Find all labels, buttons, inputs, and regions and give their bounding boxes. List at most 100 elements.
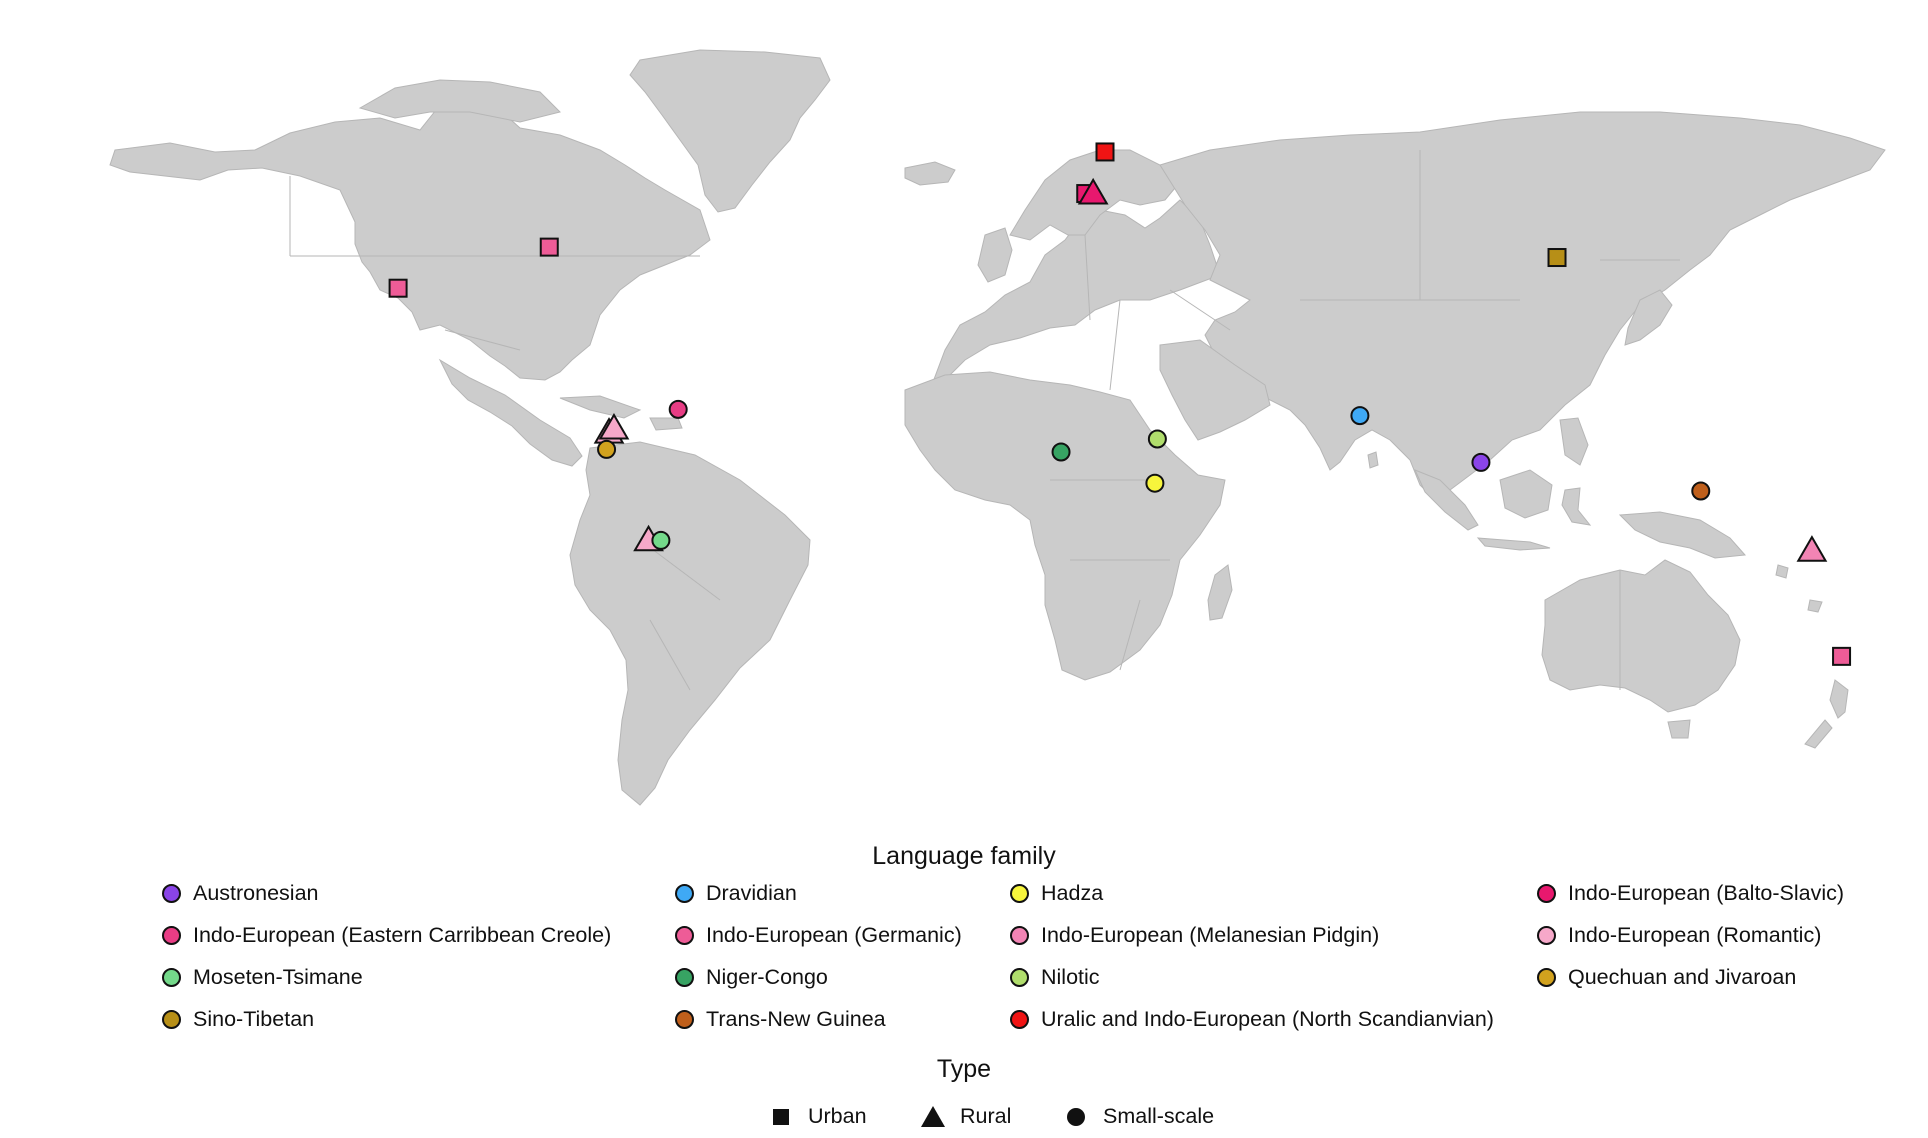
legend-item-balto: Indo-European (Balto-Slavic) bbox=[1537, 881, 1844, 906]
south-america bbox=[569, 441, 811, 806]
tasmania bbox=[1667, 719, 1691, 739]
legend-item-melanesian: Indo-European (Melanesian Pidgin) bbox=[1010, 923, 1379, 948]
new-zealand bbox=[1804, 679, 1849, 749]
map-point-circle bbox=[651, 530, 671, 550]
legend-swatch bbox=[162, 884, 181, 903]
arabia bbox=[1159, 339, 1271, 441]
triangle-symbol-icon bbox=[921, 1105, 945, 1127]
cuba bbox=[559, 395, 642, 419]
map-point-square bbox=[1547, 248, 1567, 268]
legend-label: Uralic and Indo-European (North Scandian… bbox=[1041, 1007, 1494, 1031]
type-legend-label: Small-scale bbox=[1103, 1104, 1215, 1128]
new-guinea bbox=[1618, 511, 1747, 559]
map-point-square bbox=[539, 237, 559, 257]
greenland bbox=[629, 49, 831, 213]
legend-label: Indo-European (Eastern Carribbean Creole… bbox=[193, 923, 612, 947]
map-point-triangle bbox=[598, 412, 630, 440]
type-legend-item-circle: Small-scale bbox=[1063, 1104, 1214, 1129]
legend-item-dravidian: Dravidian bbox=[675, 881, 797, 906]
australia bbox=[1541, 559, 1741, 713]
hispaniola bbox=[649, 417, 683, 431]
map-point-circle bbox=[1350, 406, 1370, 426]
language-family-legend-title: Language family bbox=[872, 842, 1056, 870]
land-masses bbox=[109, 49, 1886, 806]
type-legend-title: Type bbox=[936, 1055, 992, 1083]
legend-label: Trans-New Guinea bbox=[706, 1007, 886, 1031]
map-point-triangle bbox=[1796, 535, 1828, 562]
map-point-square bbox=[1095, 142, 1115, 162]
legend-item-transnewguinea: Trans-New Guinea bbox=[675, 1007, 886, 1032]
pacific-islands bbox=[1775, 564, 1823, 613]
legend-item-germanic: Indo-European (Germanic) bbox=[675, 923, 962, 948]
map-point-circle bbox=[1147, 429, 1167, 449]
legend-item-nigercongo: Niger-Congo bbox=[675, 965, 828, 990]
legend-label: Quechuan and Jivaroan bbox=[1568, 965, 1797, 989]
legend-label: Indo-European (Romantic) bbox=[1568, 923, 1822, 947]
legend-swatch bbox=[162, 1010, 181, 1029]
legend-label: Indo-European (Balto-Slavic) bbox=[1568, 881, 1845, 905]
legend-swatch bbox=[675, 884, 694, 903]
philippines bbox=[1559, 417, 1589, 466]
legend-swatch bbox=[1537, 926, 1556, 945]
map-point-square bbox=[1832, 646, 1852, 666]
legend-swatch bbox=[675, 1010, 694, 1029]
legend-swatch bbox=[1010, 968, 1029, 987]
legend-item-creole: Indo-European (Eastern Carribbean Creole… bbox=[162, 923, 611, 948]
british-isles bbox=[977, 227, 1013, 283]
arctic-islands bbox=[358, 79, 561, 123]
borneo bbox=[1499, 469, 1553, 519]
legend-label: Dravidian bbox=[706, 881, 797, 905]
map-point-circle bbox=[1471, 452, 1491, 472]
japan bbox=[1624, 289, 1673, 346]
map-point-square bbox=[388, 278, 408, 298]
type-legend-item-square: Urban bbox=[768, 1104, 867, 1129]
legend-item-uralic: Uralic and Indo-European (North Scandian… bbox=[1010, 1007, 1494, 1032]
africa bbox=[904, 371, 1226, 681]
map-point-circle bbox=[1691, 481, 1711, 501]
legend-item-moseten: Moseten-Tsimane bbox=[162, 965, 363, 990]
legend-swatch bbox=[1537, 968, 1556, 987]
square-symbol-icon bbox=[773, 1108, 789, 1125]
legend-swatch bbox=[675, 926, 694, 945]
legend-item-hadza: Hadza bbox=[1010, 881, 1103, 906]
legend-label: Nilotic bbox=[1041, 965, 1100, 989]
sulawesi bbox=[1561, 487, 1592, 526]
map-point-circle bbox=[668, 399, 688, 419]
sri-lanka bbox=[1367, 451, 1379, 469]
iceland bbox=[904, 161, 956, 186]
legend-item-romantic: Indo-European (Romantic) bbox=[1537, 923, 1821, 948]
legend-label: Niger-Congo bbox=[706, 965, 828, 989]
type-legend-label: Rural bbox=[960, 1104, 1012, 1128]
legend-label: Indo-European (Melanesian Pidgin) bbox=[1041, 923, 1380, 947]
type-legend-item-triangle: Rural bbox=[920, 1104, 1011, 1129]
legend-item-sinotibetan: Sino-Tibetan bbox=[162, 1007, 314, 1032]
legend-label: Austronesian bbox=[193, 881, 319, 905]
legend-label: Indo-European (Germanic) bbox=[706, 923, 962, 947]
legend-swatch bbox=[1010, 1010, 1029, 1029]
world-map bbox=[109, 49, 1886, 806]
legend-item-nilotic: Nilotic bbox=[1010, 965, 1100, 990]
central-america bbox=[438, 358, 583, 467]
map-point-circle bbox=[1145, 473, 1165, 493]
legend-item-austronesian: Austronesian bbox=[162, 881, 319, 906]
legend-swatch bbox=[675, 968, 694, 987]
asia bbox=[1159, 111, 1886, 501]
legend-label: Hadza bbox=[1041, 881, 1104, 905]
country-borders bbox=[289, 150, 1680, 691]
border-lines bbox=[289, 150, 1680, 691]
circle-symbol-icon bbox=[1067, 1107, 1085, 1126]
north-america bbox=[109, 94, 711, 381]
legend-swatch bbox=[162, 926, 181, 945]
map-points bbox=[388, 142, 1852, 666]
legend-swatch bbox=[162, 968, 181, 987]
legend-swatch bbox=[1010, 884, 1029, 903]
sumatra bbox=[1414, 469, 1479, 531]
legend-swatch bbox=[1010, 926, 1029, 945]
map-point-circle bbox=[597, 439, 617, 459]
map-point-triangle bbox=[1077, 177, 1109, 205]
java bbox=[1476, 537, 1551, 551]
map-point-circle bbox=[1051, 442, 1071, 462]
legend-item-quechuan: Quechuan and Jivaroan bbox=[1537, 965, 1796, 990]
legend-label: Sino-Tibetan bbox=[193, 1007, 315, 1031]
legend-swatch bbox=[1537, 884, 1556, 903]
